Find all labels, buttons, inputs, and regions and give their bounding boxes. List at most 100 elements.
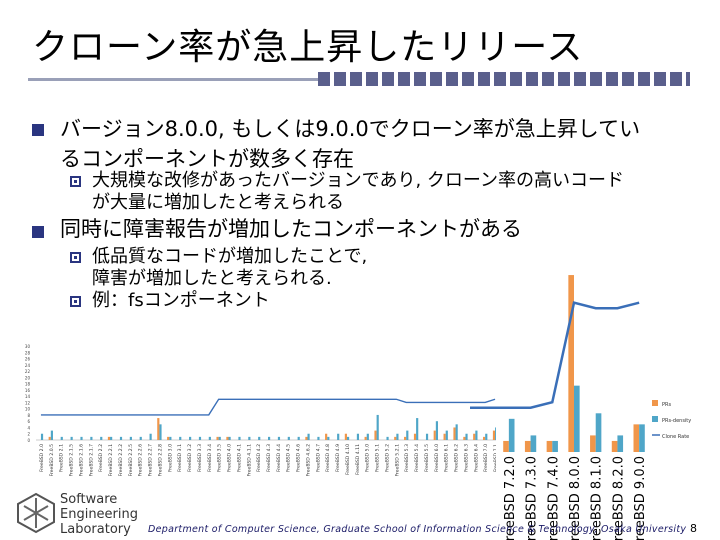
small-bar-density [287, 436, 290, 440]
small-bar-density [70, 436, 73, 440]
bullet-1: バージョン8.0.0, もしくは9.0.0でクローン率が急上昇してい るコンポー… [60, 114, 640, 174]
large-bar-density [552, 440, 558, 452]
large-bar-density [617, 435, 624, 452]
small-bar-prs [325, 433, 328, 440]
legend-label: Clone Rate [662, 434, 689, 440]
bullet-2-sub-1-line2: 障害が増加したと考えられる. [92, 268, 332, 289]
legend-swatch [652, 400, 658, 406]
small-x-tick-label: FreeBSD 4.1 [236, 444, 242, 472]
small-x-tick-label: FreeBSD 4.11 [355, 444, 361, 475]
small-x-tick-label: FreeBSD 4.8 [325, 444, 331, 472]
bullet-1-line2: るコンポーネントが数多く存在 [60, 147, 354, 171]
bullet-2-sub-2-line1: 例：fsコンポーネント [92, 290, 270, 311]
small-bar-density [228, 436, 231, 440]
large-x-tick-label: FreeBSD 8.1.0 [590, 456, 605, 540]
small-x-tick-label: FreeBSD 4.6 [296, 444, 302, 472]
small-x-tick-label: FreeBSD 3.5 [217, 444, 223, 472]
small-x-tick-label: FreeBSD 4.1.1 [246, 444, 252, 476]
small-bar-prs [48, 436, 51, 440]
small-bar-density [139, 436, 142, 440]
small-x-tick-label: FreeBSD 4.4 [276, 444, 282, 472]
small-x-tick-label: FreeBSD 4.5 [286, 444, 292, 472]
large-bar-prs [568, 275, 574, 452]
legend-swatch [652, 416, 658, 422]
bullet-square [32, 124, 44, 136]
small-bar-density [376, 414, 379, 440]
large-bar-prs [524, 440, 531, 452]
large-bar-density [574, 385, 580, 452]
small-x-tick-label: FreeBSD 2.1.7 [88, 444, 94, 476]
large-bar-prs [590, 435, 596, 452]
small-x-tick-label: FreeBSD 2.2.5 [128, 444, 134, 476]
small-x-tick-label: FreeBSD 4.7 [315, 444, 321, 472]
bullet-1-sub-1-line2: が大量に増加したと考えられる [92, 192, 344, 213]
small-bar-prs [433, 430, 436, 440]
lab-name-line2: Engineering [60, 507, 138, 522]
small-x-tick-label: FreeBSD 5.4 [414, 444, 420, 472]
large-bar-prs [633, 424, 640, 452]
small-y-tick-label: 0 [27, 438, 30, 443]
small-x-tick-label: FreeBSD 2.2.8 [157, 444, 163, 476]
small-bar-density [80, 436, 83, 440]
small-y-tick-label: 24 [25, 363, 31, 368]
small-bar-density [445, 430, 448, 440]
small-x-tick-label: FreeBSD 4.6.2 [305, 444, 311, 476]
small-x-tick-label: FreeBSD 6.0 [434, 444, 440, 472]
small-x-tick-label: FreeBSD 2.2.6 [138, 444, 144, 476]
small-bar-density [317, 436, 320, 440]
small-x-tick-label: FreeBSD 5.2.1 [394, 444, 400, 476]
small-bar-density [396, 433, 399, 440]
large-bar-prs [503, 440, 509, 452]
small-x-tick-label: FreeBSD 7.0 [483, 444, 489, 472]
sub-bullet-square [70, 296, 81, 307]
small-bar-prs [483, 436, 486, 440]
large-x-tick-label: FreeBSD 8.2.0 [611, 456, 626, 540]
small-y-tick-label: 14 [25, 394, 31, 399]
small-bar-prs [492, 430, 496, 440]
large-x-tick-label: FreeBSD 7.4.0 [546, 456, 561, 540]
small-x-tick-label: FreeBSD 4.2 [256, 444, 262, 472]
small-bar-density [189, 436, 192, 440]
small-bar-density [218, 436, 221, 440]
footer-text: Department of Computer Science, Graduate… [148, 524, 687, 535]
small-y-tick-label: 4 [27, 425, 30, 430]
small-bar-density [149, 433, 152, 440]
small-x-tick-label: FreeBSD 3.3 [197, 444, 203, 472]
small-y-tick-label: 18 [25, 382, 31, 387]
small-bar-density [248, 436, 251, 440]
small-bar-density [425, 433, 429, 440]
lab-name: Software Engineering Laboratory [60, 492, 138, 537]
small-bar-density [455, 424, 458, 440]
small-bar-density [268, 436, 271, 440]
small-bar-density [475, 430, 478, 440]
small-x-tick-label: FreeBSD 4.0 [227, 444, 233, 472]
bullet-2-sub-2: 例：fsコンポーネント [92, 290, 270, 312]
large-x-tick-label: FreeBSD 8.0.0 [568, 456, 583, 540]
small-x-tick-label: FreeBSD 5.1 [375, 444, 381, 472]
small-y-tick-label: 16 [25, 388, 31, 393]
large-bar-prs [546, 440, 553, 452]
small-x-tick-label: FreeBSD 4.3 [266, 444, 272, 472]
large-bar-density [595, 413, 602, 452]
large-bar-density [639, 424, 645, 452]
small-bar-prs [413, 433, 417, 440]
small-y-tick-label: 12 [25, 400, 31, 405]
title-rule-pattern [318, 72, 690, 86]
small-bar-prs [157, 418, 160, 440]
small-x-tick-label: FreeBSD 6.1 [444, 444, 450, 472]
small-bar-density [198, 436, 202, 440]
small-y-tick-label: 26 [25, 357, 31, 362]
small-bar-density [90, 436, 93, 440]
small-bar-prs [473, 433, 476, 440]
small-bar-density [238, 436, 241, 440]
small-x-tick-label: FreeBSD 2.2.1 [108, 444, 114, 476]
large-x-tick-label: FreeBSD 7.2.0 [503, 456, 518, 540]
small-x-tick-label: FreeBSD 3.4 [207, 444, 213, 472]
slide-title: クローン率が急上昇したリリース [32, 27, 584, 68]
small-x-tick-label: FreeBSD 2.0.5 [49, 444, 55, 476]
small-bar-density [50, 430, 53, 440]
small-bar-prs [364, 436, 367, 440]
large-x-tick-label: FreeBSD 7.3.0 [525, 456, 540, 540]
small-bar-density [406, 430, 409, 440]
